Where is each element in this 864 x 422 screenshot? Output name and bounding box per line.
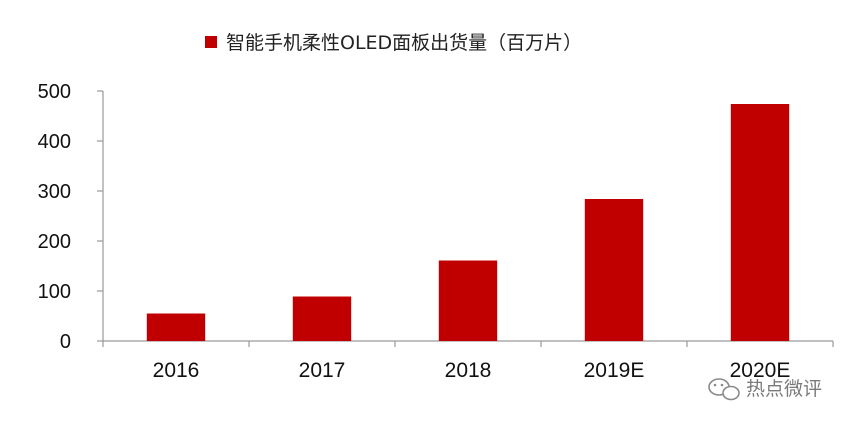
x-tick-label: 2020E: [730, 359, 791, 382]
bar-2020e: [730, 104, 790, 341]
watermark: 热点微评: [708, 378, 822, 401]
x-tick-label: 2016: [153, 359, 200, 382]
y-tick-label: 100: [38, 281, 71, 303]
y-tick-label: 300: [38, 181, 71, 203]
legend: 智能手机柔性OLED面板出货量（百万片）: [205, 32, 582, 54]
y-tick-label: 200: [38, 231, 71, 253]
x-tick-label: 2019E: [584, 359, 645, 382]
y-tick-label: 500: [38, 81, 71, 103]
x-axis: 2016 2017 2018 2019E 2020E: [102, 340, 834, 382]
x-tick-label: 2017: [299, 359, 346, 382]
y-tick-label: 400: [38, 131, 71, 153]
bar-2017: [292, 296, 352, 341]
legend-label: 智能手机柔性OLED面板出货量（百万片）: [226, 32, 582, 54]
x-tick-label: 2018: [445, 359, 492, 382]
legend-swatch: [205, 36, 217, 48]
y-axis: 0 100 200 300 400 500: [38, 81, 104, 353]
wechat-icon: [708, 378, 740, 401]
y-tick-label: 0: [60, 331, 71, 353]
bar-2019e: [584, 199, 644, 341]
bar-2016: [146, 313, 206, 341]
bars: [146, 104, 790, 341]
bar-2018: [438, 260, 498, 341]
watermark-text: 热点微评: [746, 378, 822, 400]
